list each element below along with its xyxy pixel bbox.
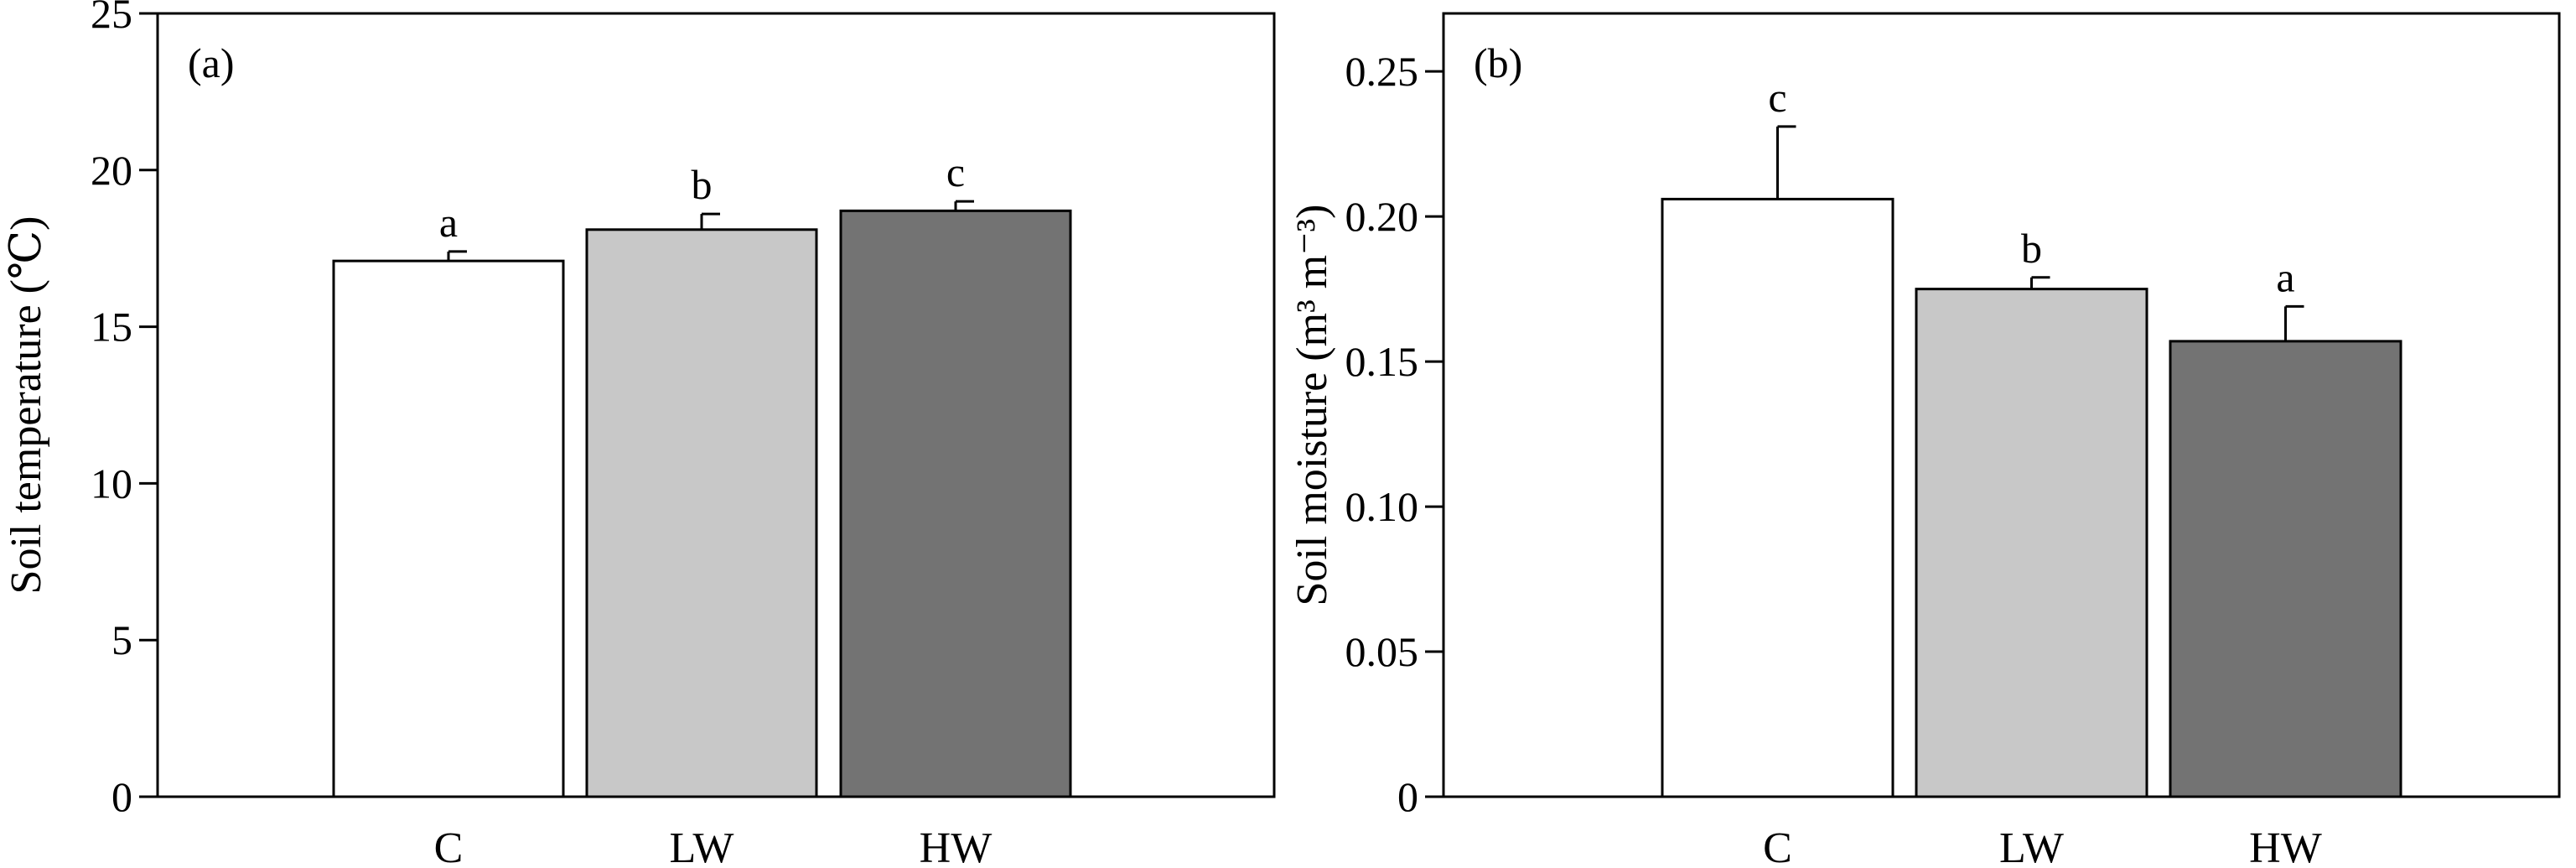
x-category-label: LW — [670, 824, 734, 868]
y-tick-label: 20 — [91, 147, 132, 194]
y-tick-label: 0 — [111, 773, 132, 820]
y-tick-label: 15 — [91, 304, 132, 351]
x-category-label: C — [434, 824, 464, 868]
y-tick-label: 0.05 — [1345, 628, 1419, 675]
significance-label: c — [946, 148, 965, 195]
bar-lw — [1915, 288, 2148, 798]
y-tick-label: 0.25 — [1345, 48, 1419, 95]
panel-a: 0 5 10 15 20 25 Soil temperature (℃) (a) a Cb LW c H… — [3, 0, 1276, 868]
panel-label: (b) — [1474, 39, 1522, 86]
bar-hw — [2169, 340, 2402, 798]
bar-hw — [839, 209, 1072, 798]
y-axis-label: Soil moisture (m³ m⁻³) — [1288, 205, 1336, 606]
significance-label: a — [439, 199, 458, 246]
panel-b: 0 0.05 0.10 0.15 0.20 0.25 Soil moisture (m³ m… — [1288, 12, 2561, 868]
x-category-label: LW — [1999, 824, 2064, 868]
y-tick-label: 0.15 — [1345, 338, 1419, 385]
significance-label: a — [2276, 253, 2294, 300]
panel-label: (a) — [188, 39, 235, 86]
significance-label: b — [2021, 225, 2042, 272]
bar-lw — [585, 228, 818, 798]
y-axis-label: Soil temperature (℃) — [3, 216, 50, 595]
bar-c — [332, 259, 565, 798]
significance-label: c — [1768, 74, 1786, 121]
x-category-label: HW — [2249, 824, 2322, 868]
y-tick-label: 5 — [111, 616, 132, 663]
x-category-label: C — [1763, 824, 1792, 868]
bar-c — [1661, 197, 1894, 798]
y-tick-label: 0.20 — [1345, 193, 1419, 240]
significance-label: b — [692, 161, 713, 208]
y-tick-label: 25 — [91, 0, 132, 37]
y-tick-label: 10 — [91, 460, 132, 507]
x-category-label: HW — [920, 824, 993, 868]
y-tick-label: 0.10 — [1345, 483, 1419, 530]
y-tick-label: 0 — [1397, 773, 1418, 820]
